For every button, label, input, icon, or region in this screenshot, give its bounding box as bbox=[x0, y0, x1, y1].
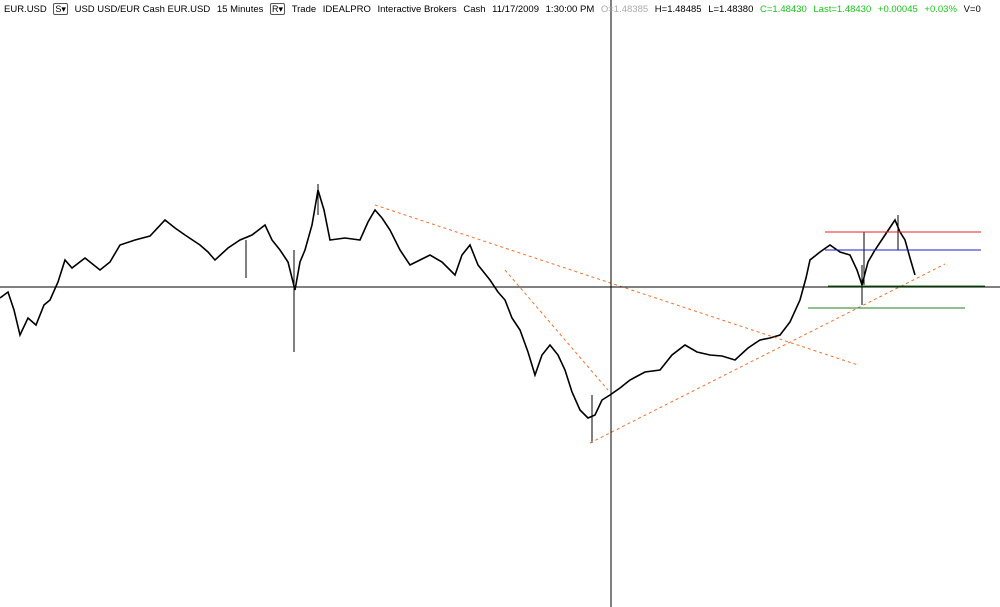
change-pct: +0.03% bbox=[924, 4, 957, 15]
mode: Trade bbox=[291, 4, 317, 15]
change: +0.00045 bbox=[877, 4, 918, 15]
exchange: IDEALPRO bbox=[322, 4, 371, 15]
s-button[interactable]: S▾ bbox=[53, 3, 68, 15]
trendline bbox=[374, 204, 859, 366]
symbol: EUR.USD bbox=[4, 4, 47, 15]
high: H=1.48485 bbox=[654, 4, 702, 15]
price-series bbox=[0, 184, 916, 443]
trendline bbox=[589, 263, 946, 444]
toolbar: EUR.USD S▾ USD USD/EUR Cash EUR.USD 15 M… bbox=[0, 0, 1000, 18]
r-button[interactable]: R▾ bbox=[270, 3, 286, 15]
broker: Interactive Brokers bbox=[377, 4, 457, 15]
description: USD USD/EUR Cash EUR.USD bbox=[74, 4, 211, 15]
trendline bbox=[504, 269, 609, 391]
asset: Cash bbox=[463, 4, 486, 15]
date: 11/17/2009 bbox=[492, 4, 539, 15]
open: O=1.48385 bbox=[600, 4, 649, 15]
close: C=1.48430 bbox=[760, 4, 807, 15]
volume: V=0 bbox=[963, 4, 981, 15]
interval: 15 Minutes bbox=[216, 4, 264, 15]
low: L=1.48380 bbox=[708, 4, 754, 15]
last: Last=1.48430 bbox=[813, 4, 872, 15]
time: 1:30:00 PM bbox=[545, 4, 595, 15]
price-line bbox=[0, 189, 916, 419]
